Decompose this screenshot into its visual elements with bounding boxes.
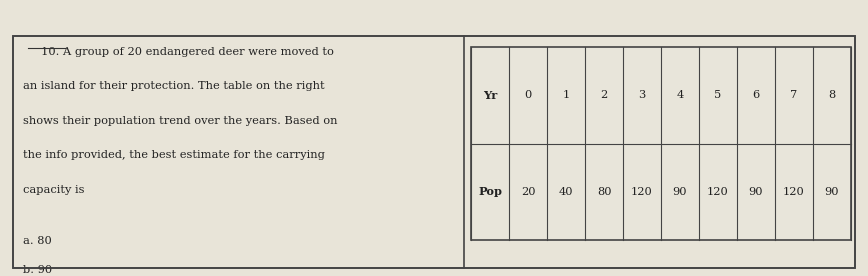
Text: 5: 5 xyxy=(714,90,721,100)
Text: 10. A group of 20 endangered deer were moved to: 10. A group of 20 endangered deer were m… xyxy=(23,47,334,57)
Text: 90: 90 xyxy=(673,187,687,197)
Text: 80: 80 xyxy=(597,187,611,197)
Text: 20: 20 xyxy=(521,187,536,197)
Text: the info provided, the best estimate for the carrying: the info provided, the best estimate for… xyxy=(23,150,325,160)
Text: 120: 120 xyxy=(783,187,805,197)
Text: 0: 0 xyxy=(524,90,532,100)
Text: 3: 3 xyxy=(638,90,646,100)
Text: 120: 120 xyxy=(631,187,653,197)
Text: Pop: Pop xyxy=(478,186,503,197)
Text: 90: 90 xyxy=(825,187,839,197)
Bar xyxy=(13,36,855,268)
Bar xyxy=(13,36,855,268)
Text: Yr: Yr xyxy=(483,90,497,101)
Text: 8: 8 xyxy=(828,90,835,100)
Text: 7: 7 xyxy=(790,90,798,100)
Text: 1: 1 xyxy=(562,90,569,100)
Text: 40: 40 xyxy=(559,187,574,197)
Text: an island for their protection. The table on the right: an island for their protection. The tabl… xyxy=(23,81,325,91)
Text: capacity is: capacity is xyxy=(23,185,85,195)
Bar xyxy=(471,47,851,240)
Text: 2: 2 xyxy=(601,90,608,100)
Text: b. 90: b. 90 xyxy=(23,265,53,275)
Text: a. 80: a. 80 xyxy=(23,236,52,246)
Text: 4: 4 xyxy=(676,90,684,100)
Text: 120: 120 xyxy=(707,187,729,197)
Text: shows their population trend over the years. Based on: shows their population trend over the ye… xyxy=(23,116,338,126)
Text: 6: 6 xyxy=(753,90,760,100)
Text: 90: 90 xyxy=(748,187,763,197)
